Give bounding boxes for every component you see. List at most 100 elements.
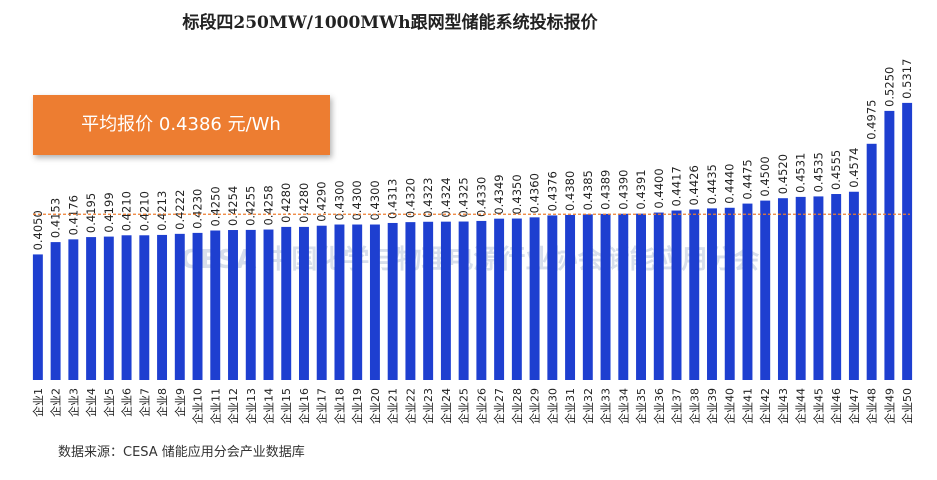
value-label: 0.4222 (173, 190, 187, 230)
bar (529, 217, 540, 380)
value-label: 0.4360 (528, 173, 542, 213)
bar (299, 226, 309, 380)
bar (902, 102, 913, 380)
value-label: 0.4300 (332, 180, 346, 220)
value-label: 0.4325 (457, 177, 471, 217)
value-label: 0.4195 (84, 193, 98, 233)
value-label: 0.4350 (510, 174, 524, 214)
average-box (33, 95, 330, 155)
value-label: 0.4574 (847, 147, 861, 187)
x-tick-label: 企业37 (670, 388, 684, 424)
bar (848, 191, 859, 380)
x-tick-label: 企业42 (758, 388, 772, 424)
x-tick-label: 企业28 (510, 388, 524, 424)
bar (813, 196, 824, 380)
value-label: 0.4280 (297, 183, 311, 223)
bar (547, 215, 558, 380)
x-tick-label: 企业32 (581, 388, 595, 424)
bar (157, 234, 168, 380)
bar (689, 209, 700, 380)
x-tick-label: 企业6 (120, 388, 134, 417)
x-tick-label: 企业14 (261, 388, 275, 424)
bar (192, 232, 203, 380)
bar (707, 208, 717, 380)
value-label: 0.4330 (474, 177, 488, 217)
x-tick-label: 企业21 (386, 388, 400, 424)
value-label: 0.4435 (705, 164, 719, 204)
bar (760, 200, 771, 380)
x-tick-label: 企业40 (723, 388, 737, 424)
x-tick-label: 企业4 (84, 388, 98, 417)
x-tick-label: 企业20 (368, 388, 382, 424)
value-label: 0.4391 (634, 169, 648, 209)
value-label: 0.4210 (137, 191, 151, 231)
x-tick-label: 企业36 (652, 388, 666, 424)
bar (139, 235, 150, 380)
x-tick-label: 企业5 (102, 388, 116, 417)
x-tick-label: 企业12 (226, 388, 240, 424)
x-tick-label: 企业25 (457, 388, 471, 424)
value-label: 0.4555 (829, 150, 843, 190)
value-label: 0.4385 (581, 170, 595, 210)
bar (86, 237, 97, 380)
value-label: 0.4300 (350, 180, 364, 220)
bar (50, 242, 61, 380)
x-tick-label: 企业13 (244, 388, 258, 424)
x-tick-label: 企业19 (350, 388, 364, 424)
value-label: 0.4380 (563, 171, 577, 211)
x-tick-label: 企业33 (599, 388, 613, 424)
bar (724, 207, 735, 380)
value-label: 0.4313 (386, 179, 400, 219)
value-label: 0.4320 (403, 178, 417, 218)
value-label: 0.4376 (545, 171, 559, 211)
x-tick-label: 企业48 (865, 388, 879, 424)
value-label: 0.4417 (670, 166, 684, 206)
bar (671, 210, 682, 380)
bar (777, 198, 788, 380)
x-tick-label: 企业17 (315, 388, 329, 424)
bar (423, 221, 434, 380)
value-label: 0.4210 (120, 191, 134, 231)
average-label: 平均报价 0.4386 元/Wh (81, 114, 281, 135)
bar (32, 254, 43, 380)
value-label: 0.4258 (261, 185, 275, 225)
x-tick-label: 企业23 (421, 388, 435, 424)
bar (476, 220, 487, 380)
bar (387, 222, 398, 380)
bar (316, 225, 327, 380)
x-tick-label: 企业24 (439, 388, 453, 424)
value-label: 0.4250 (208, 186, 222, 226)
x-tick-label: 企业29 (528, 388, 542, 424)
bar (121, 235, 132, 380)
value-label: 0.4389 (599, 170, 613, 210)
x-tick-label: 企业15 (279, 388, 293, 424)
x-tick-label: 企业3 (66, 388, 80, 417)
x-tick-label: 企业49 (882, 388, 896, 424)
x-tick-label: 企业43 (776, 388, 790, 424)
value-label: 0.4280 (279, 183, 293, 223)
bar (511, 218, 522, 380)
value-label: 0.4199 (102, 192, 116, 232)
value-label: 0.4520 (776, 154, 790, 194)
value-label: 0.4213 (155, 191, 169, 231)
x-tick-label: 企业34 (616, 388, 630, 424)
bar (334, 224, 345, 380)
value-label: 0.4254 (226, 186, 240, 226)
bar (618, 213, 629, 380)
bar (458, 221, 469, 380)
value-label: 0.4426 (687, 165, 701, 205)
bar (174, 233, 185, 380)
x-tick-label: 企业45 (811, 388, 825, 424)
value-label: 0.4290 (315, 181, 329, 221)
x-tick-label: 企业39 (705, 388, 719, 424)
bar (884, 110, 895, 381)
value-label: 0.4300 (368, 180, 382, 220)
value-label: 0.4400 (652, 168, 666, 208)
x-tick-label: 企业30 (545, 388, 559, 424)
value-label: 0.4349 (492, 174, 506, 214)
x-tick-label: 企业26 (474, 388, 488, 424)
x-tick-label: 企业18 (332, 388, 346, 424)
x-tick-label: 企业16 (297, 388, 311, 424)
x-tick-label: 企业10 (191, 388, 205, 424)
